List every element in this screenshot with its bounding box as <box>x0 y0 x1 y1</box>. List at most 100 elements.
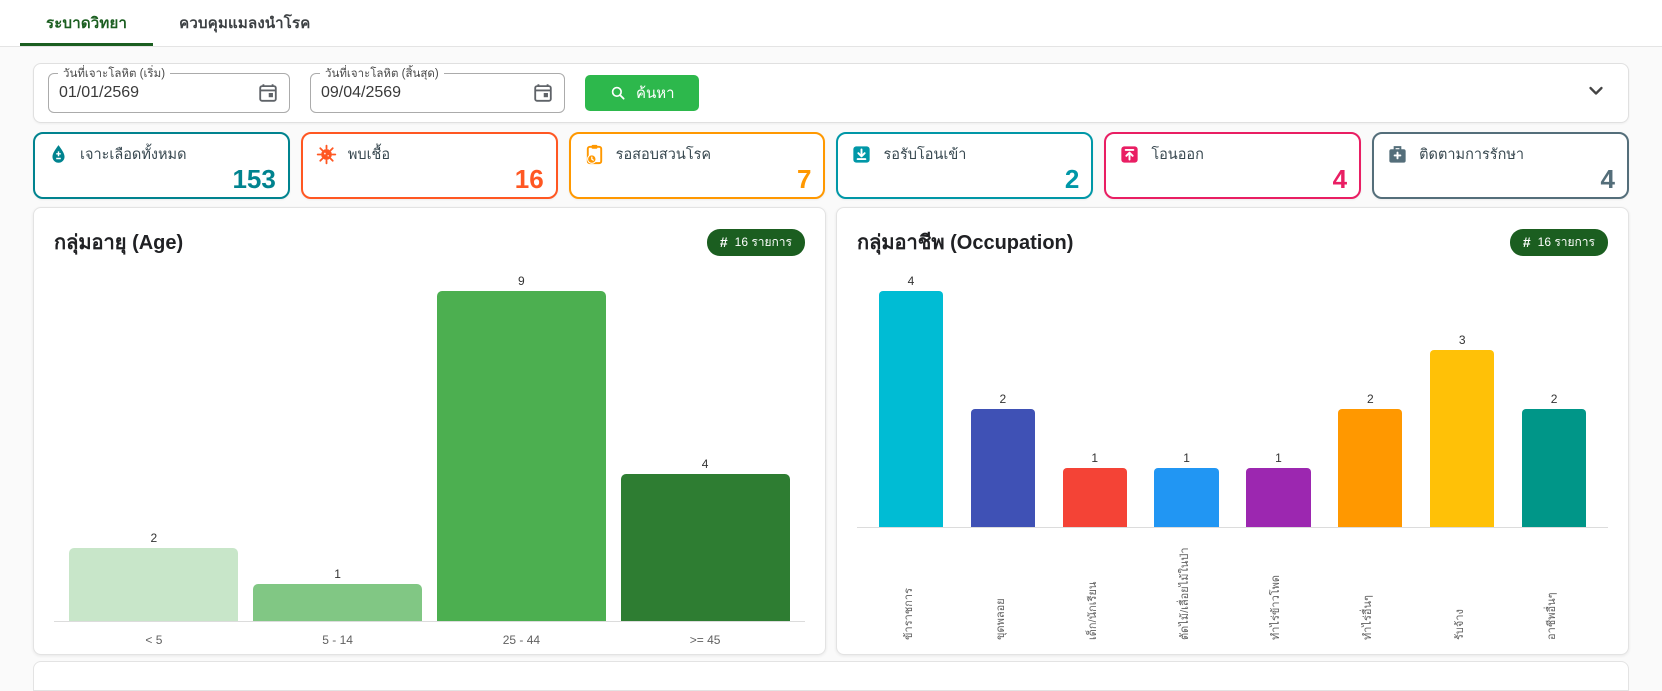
stat-card-value: 16 <box>514 164 544 194</box>
stat-card-label: ติดตามการรักษา <box>1419 147 1525 163</box>
stat-card-label: รอรับโอนเข้า <box>883 147 967 163</box>
stat-card-header: เจาะเลือดทั้งหมด <box>47 143 276 166</box>
clipboard-clock-icon <box>583 143 606 166</box>
stat-card-header: ติดตามการรักษา <box>1386 143 1615 166</box>
blood-drop-icon <box>47 143 70 166</box>
tab-label: ระบาดวิทยา <box>46 15 128 32</box>
bar[interactable] <box>253 584 423 621</box>
end-date-value[interactable]: 09/04/2569 <box>321 84 402 101</box>
bar-value-label: 1 <box>1275 451 1282 465</box>
filter-panel: วันที่เจาะโลหิต (เริ่ม) 01/01/2569 วันที… <box>33 63 1629 123</box>
bar[interactable] <box>436 291 606 621</box>
stat-card-value: 7 <box>797 164 812 194</box>
start-date-label: วันที่เจาะโลหิต (เริ่ม) <box>58 65 171 83</box>
category-label-text: รับจ้าง <box>1454 609 1467 640</box>
stat-card-label: โอนออก <box>1151 147 1204 163</box>
bar-slot: 4 <box>865 274 957 527</box>
category-label: ทำไร่ข้าวโพด <box>1233 528 1325 646</box>
bar[interactable] <box>970 409 1035 527</box>
count-badge-label: 16 รายการ <box>734 234 792 249</box>
bar-slot: 3 <box>1416 333 1508 527</box>
stat-card-value: 2 <box>1064 164 1080 194</box>
bar-value-label: 1 <box>1183 451 1190 465</box>
category-label-text: 25 - 44 <box>502 633 541 647</box>
start-date-field[interactable]: วันที่เจาะโลหิต (เริ่ม) 01/01/2569 <box>48 65 290 113</box>
bar[interactable] <box>1062 468 1127 527</box>
category-axis: < 5 5 - 14 25 - 44 >= 45 <box>54 622 805 648</box>
age-chart-card: กลุ่มอายุ (Age) #16 รายการ 2 1 9 4 < 5 5 - 14 25… <box>33 207 826 655</box>
bar-value-label: 2 <box>1550 392 1558 406</box>
category-label-text: < 5 <box>145 633 163 647</box>
stat-card-label: พบเชื้อ <box>347 147 391 163</box>
count-badge: #16 รายการ <box>1509 228 1608 256</box>
category-label: รับจ้าง <box>1416 528 1508 646</box>
category-label: 5 - 14 <box>246 622 430 648</box>
category-label: ทำไร่อื่นๆ <box>1324 528 1416 646</box>
bar[interactable] <box>878 291 944 527</box>
chart-title: กลุ่มอายุ (Age) <box>54 232 184 254</box>
search-button-label: ค้นหา <box>636 85 675 102</box>
stat-card-0[interactable]: เจาะเลือดทั้งหมด 153 <box>33 132 290 199</box>
bar-value-label: 1 <box>1091 451 1099 465</box>
medical-bag-icon <box>1386 143 1409 166</box>
bar[interactable] <box>1430 350 1495 527</box>
stat-card-4[interactable]: โอนออก 4 <box>1104 132 1362 199</box>
bar-slot: 1 <box>1141 451 1233 527</box>
calendar-icon[interactable] <box>532 82 554 104</box>
bar[interactable] <box>620 474 790 621</box>
chevron-down-icon[interactable] <box>1584 79 1608 108</box>
category-axis: ข้าราชการ ขุดพลอย เด็ก/นักเรียน ตัดไม้/เลื่… <box>857 528 1608 646</box>
stat-card-3[interactable]: รอรับโอนเข้า 2 <box>836 132 1094 199</box>
bar-slot: 9 <box>430 274 614 621</box>
stat-card-5[interactable]: ติดตามการรักษา 4 <box>1372 132 1629 199</box>
bar-value-label: 1 <box>334 567 341 581</box>
category-label: อาชีพอื่นๆ <box>1508 528 1600 646</box>
tab-epidemiology[interactable]: ระบาดวิทยา <box>20 0 154 46</box>
category-label: >= 45 <box>613 622 797 648</box>
tab-vector-control[interactable]: ควบคุมแมลงนำโรค <box>153 0 336 46</box>
bar[interactable] <box>69 548 239 621</box>
stat-card-1[interactable]: พบเชื้อ 16 <box>300 132 558 199</box>
category-label-text: ขุดพลอย <box>994 598 1007 640</box>
stat-card-header: พบเชื้อ <box>315 143 544 166</box>
category-label-text: ทำไร่อื่นๆ <box>1362 595 1375 640</box>
count-badge-label: 16 รายการ <box>1537 234 1595 249</box>
stat-card-label: รอสอบสวนโรค <box>615 147 712 163</box>
category-label: ข้าราชการ <box>865 528 957 646</box>
category-label: < 5 <box>62 622 246 648</box>
calendar-icon[interactable] <box>257 82 279 104</box>
bar[interactable] <box>1338 409 1403 527</box>
start-date-value[interactable]: 01/01/2569 <box>59 84 140 101</box>
search-button[interactable]: ค้นหา <box>585 75 699 111</box>
stat-card-value: 153 <box>232 164 276 194</box>
bar[interactable] <box>1521 409 1587 527</box>
bar-plot: 4 2 1 1 1 2 3 2 <box>857 270 1608 528</box>
category-label-text: อาชีพอื่นๆ <box>1546 592 1559 640</box>
bar-value-label: 4 <box>907 274 915 288</box>
category-label: 25 - 44 <box>430 622 614 648</box>
bar-value-label: 3 <box>1458 333 1466 347</box>
bar-value-label: 4 <box>701 457 709 471</box>
bar-plot: 2 1 9 4 <box>54 270 805 622</box>
bar-slot: 1 <box>246 567 430 621</box>
search-icon <box>609 84 627 102</box>
stat-card-header: รอสอบสวนโรค <box>583 143 812 166</box>
category-label-text: >= 45 <box>689 633 721 647</box>
stat-card-2[interactable]: รอสอบสวนโรค 7 <box>568 132 826 199</box>
category-label-text: ทำไร่ข้าวโพด <box>1270 574 1283 640</box>
end-date-label: วันที่เจาะโลหิต (สิ้นสุด) <box>320 65 444 83</box>
end-date-field[interactable]: วันที่เจาะโลหิต (สิ้นสุด) 09/04/2569 <box>310 65 565 113</box>
category-label-text: เด็ก/นักเรียน <box>1086 581 1099 640</box>
hash-icon: # <box>1522 234 1531 250</box>
bar[interactable] <box>1154 468 1219 527</box>
stat-card-row: เจาะเลือดทั้งหมด 153 พบเชื้อ 16 รอสอบสวนโรค 7… <box>33 132 1629 199</box>
bar-slot: 1 <box>1049 451 1141 527</box>
bar[interactable] <box>1246 468 1311 527</box>
hash-icon: # <box>719 234 728 250</box>
bar-value-label: 2 <box>150 531 158 545</box>
category-label-text: ตัดไม้/เลื่อยไม้ในป่า <box>1178 547 1191 640</box>
chart-header: กลุ่มอาชีพ (Occupation) #16 รายการ <box>857 222 1608 262</box>
category-label-text: ข้าราชการ <box>902 588 915 640</box>
bar-slot: 2 <box>62 531 246 621</box>
stat-card-header: โอนออก <box>1118 143 1347 166</box>
